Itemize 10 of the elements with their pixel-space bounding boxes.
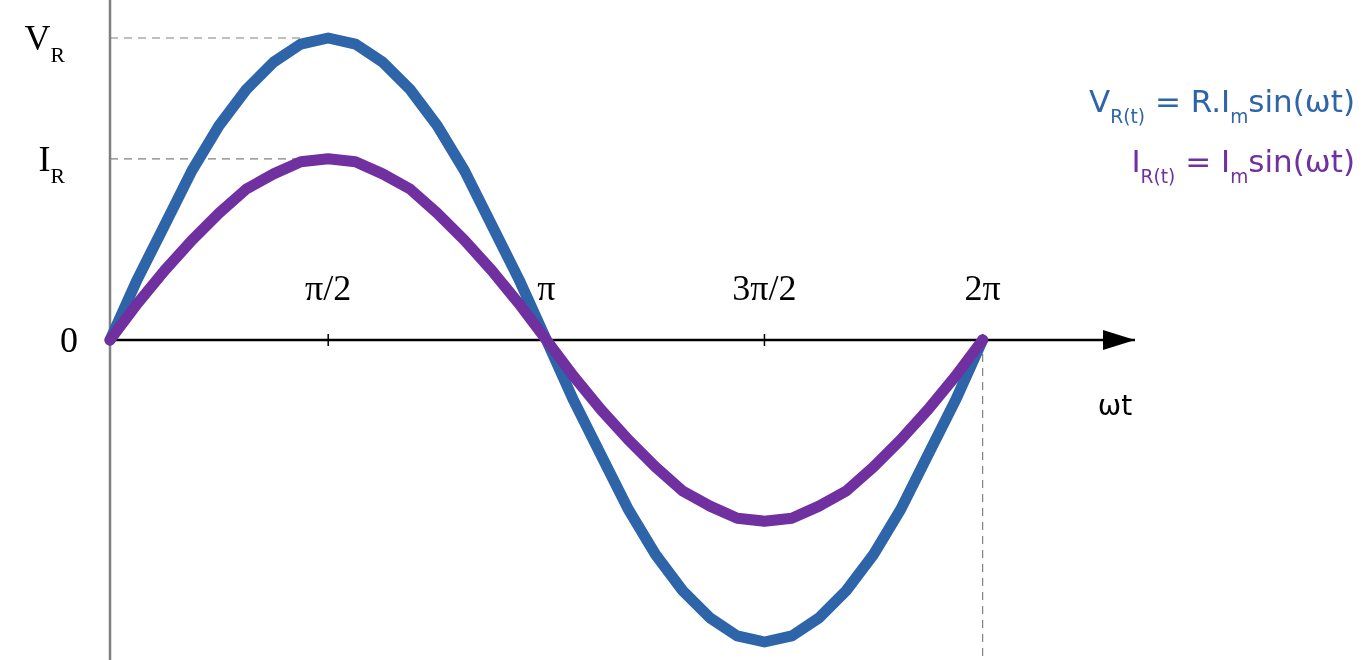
ref-line-label: I$_{R}$ (38, 138, 66, 188)
text: I$_{R(t)}$ = I$_{m}$sin(ωt) (1131, 143, 1355, 187)
annotation: 0 (60, 320, 78, 360)
x-tick-label: π/2 (305, 268, 352, 308)
text: V$_{R(t)}$ = R.I$_{m}$sin(ωt) (1089, 83, 1355, 127)
x-tick-label: π (537, 268, 556, 308)
ref-line-label: V$_{R}$ (24, 18, 66, 67)
x-axis-title: ωt (1097, 389, 1133, 422)
x-tick-label: 3π/2 (732, 268, 797, 308)
x-tick-label: 2π (964, 268, 1001, 308)
